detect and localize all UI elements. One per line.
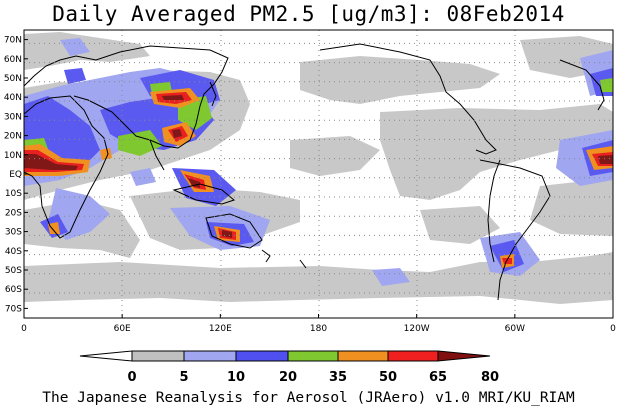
lat-label: 50N (4, 74, 22, 84)
lon-label: 120W (404, 324, 430, 334)
colorbar-segment (79, 350, 133, 362)
colorbar-segment (183, 350, 237, 362)
colorbar-segment (287, 350, 339, 362)
lat-label: 70N (4, 36, 22, 46)
lat-label: 60N (4, 55, 22, 65)
lon-label: 0 (21, 324, 27, 334)
lat-label: 30N (4, 112, 22, 122)
lat-label: 60S (5, 285, 22, 295)
pm25-level-80-regions (24, 95, 613, 238)
colorbar-segment (235, 350, 289, 362)
lat-label: 10N (4, 151, 22, 161)
lon-label: 60W (505, 324, 525, 334)
map-gridlines (24, 30, 613, 318)
footer-credit: The Japanese Reanalysis for Aerosol (JRA… (42, 390, 575, 406)
colorbar-label: 20 (279, 370, 297, 385)
longitude-axis: 0 60E 120E 180 120W 60W 0 (21, 314, 616, 334)
pm25-field (24, 30, 613, 318)
colorbar-label: 80 (481, 370, 499, 385)
lat-label: EQ (9, 170, 22, 180)
colorbar-segment (131, 350, 185, 362)
colorbar-segment (437, 350, 491, 362)
lat-label: 50S (5, 266, 22, 276)
latitude-axis: 70N 60N 50N 40N 30N 20N 10N EQ 10S 20S 30S 40S 50S 60… (4, 36, 28, 314)
colorbar-segment (337, 350, 389, 362)
lat-label: 10S (5, 189, 22, 199)
colorbar-label: 50 (379, 370, 397, 385)
lon-label: 180 (310, 324, 327, 334)
colorbar-label: 10 (227, 370, 245, 385)
lat-label: 40S (5, 247, 22, 257)
lat-label: 20N (4, 132, 22, 142)
lat-label: 20S (5, 208, 22, 218)
coastlines (24, 43, 605, 301)
colorbar-label: 5 (179, 370, 188, 385)
map-title: Daily Averaged PM2.5 [ug/m3]: 08Feb2014 (52, 2, 565, 26)
colorbar-label: 35 (329, 370, 347, 385)
lon-label: 120E (209, 324, 232, 334)
colorbar-label: 0 (127, 370, 136, 385)
lat-label: 30S (5, 228, 22, 238)
lon-label: 60E (114, 324, 131, 334)
colorbar-segment (387, 350, 439, 362)
lat-label: 40N (4, 93, 22, 103)
colorbar: 0 5 10 20 35 50 65 80 (79, 350, 499, 385)
lon-label: 0 (610, 324, 616, 334)
colorbar-label: 65 (429, 370, 447, 385)
lat-label: 70S (5, 304, 22, 314)
